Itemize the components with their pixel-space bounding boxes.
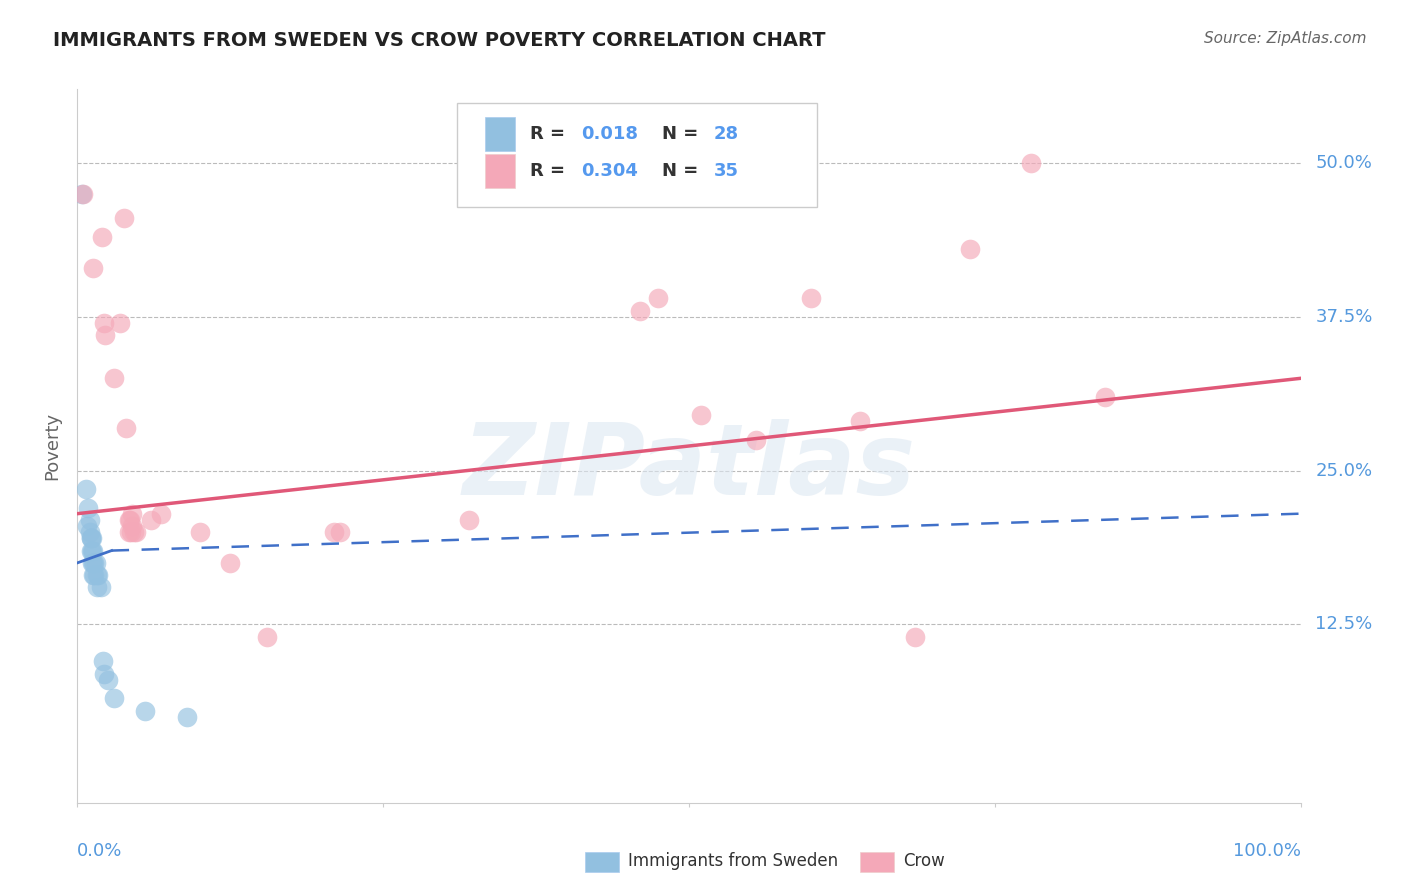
Point [125, 525, 148, 540]
Point [103, 371, 125, 385]
Point [120, 525, 142, 540]
Point [82, 568, 104, 582]
Text: 100.0%: 100.0% [1233, 842, 1301, 860]
Point [84, 556, 107, 570]
Text: 25.0%: 25.0% [1315, 461, 1372, 480]
Text: 50.0%: 50.0% [1315, 154, 1372, 172]
Point [323, 525, 346, 540]
Point [118, 513, 141, 527]
Point [849, 414, 872, 428]
Point [72, 186, 94, 201]
Point [83, 568, 105, 582]
Point [86, 568, 108, 582]
Point [121, 507, 143, 521]
Text: IMMIGRANTS FROM SWEDEN VS CROW POVERTY CORRELATION CHART: IMMIGRANTS FROM SWEDEN VS CROW POVERTY C… [53, 31, 825, 50]
Point [94, 328, 117, 343]
Point [118, 513, 141, 527]
Point [77, 500, 100, 515]
Text: Crow: Crow [903, 853, 945, 871]
Point [457, 513, 479, 527]
FancyBboxPatch shape [485, 117, 515, 152]
Point [118, 525, 141, 540]
Point [1094, 390, 1116, 404]
Point [93, 666, 115, 681]
Point [690, 409, 713, 423]
Text: 0.0%: 0.0% [77, 842, 122, 860]
Point [188, 525, 211, 540]
Y-axis label: Poverty: Poverty [44, 412, 62, 480]
Text: R =: R = [530, 125, 571, 143]
Point [121, 519, 143, 533]
Point [115, 420, 138, 434]
Point [628, 303, 651, 318]
FancyBboxPatch shape [457, 103, 817, 207]
Point [90, 581, 112, 595]
Point [122, 525, 145, 540]
Point [800, 291, 823, 305]
Point [80, 556, 103, 570]
Point [70, 186, 93, 201]
Point [80, 531, 103, 545]
Text: 35: 35 [713, 162, 738, 180]
Point [75, 482, 97, 496]
Point [82, 543, 104, 558]
Text: N =: N = [662, 125, 704, 143]
Point [76, 519, 98, 533]
Point [79, 513, 101, 527]
Point [97, 673, 120, 687]
Point [112, 211, 135, 226]
Text: 12.5%: 12.5% [1315, 615, 1372, 633]
FancyBboxPatch shape [485, 154, 515, 188]
Point [80, 531, 103, 545]
Point [91, 654, 114, 668]
Point [82, 556, 104, 570]
Point [90, 230, 112, 244]
Point [1021, 156, 1043, 170]
Point [83, 556, 105, 570]
Point [149, 507, 172, 521]
Point [219, 556, 242, 570]
Point [647, 291, 669, 305]
Point [86, 581, 108, 595]
Text: Source: ZipAtlas.com: Source: ZipAtlas.com [1204, 31, 1367, 46]
Point [108, 316, 131, 330]
Point [959, 242, 981, 256]
Point [80, 531, 103, 545]
FancyBboxPatch shape [860, 852, 894, 872]
Point [176, 709, 198, 723]
Text: Immigrants from Sweden: Immigrants from Sweden [628, 853, 838, 871]
Point [139, 513, 162, 527]
Point [134, 704, 156, 718]
Point [256, 630, 278, 644]
Text: 28: 28 [713, 125, 738, 143]
Point [745, 433, 768, 447]
Text: 0.018: 0.018 [581, 125, 638, 143]
Point [103, 691, 125, 706]
FancyBboxPatch shape [585, 852, 619, 872]
Point [904, 630, 927, 644]
Text: 0.304: 0.304 [581, 162, 638, 180]
Text: R =: R = [530, 162, 571, 180]
Point [87, 568, 110, 582]
Point [329, 525, 352, 540]
Point [82, 260, 104, 275]
Text: ZIPatlas: ZIPatlas [463, 419, 915, 516]
Point [80, 543, 103, 558]
Point [93, 316, 115, 330]
Text: 37.5%: 37.5% [1315, 308, 1372, 326]
Text: N =: N = [662, 162, 704, 180]
Point [79, 525, 101, 540]
Point [80, 543, 103, 558]
